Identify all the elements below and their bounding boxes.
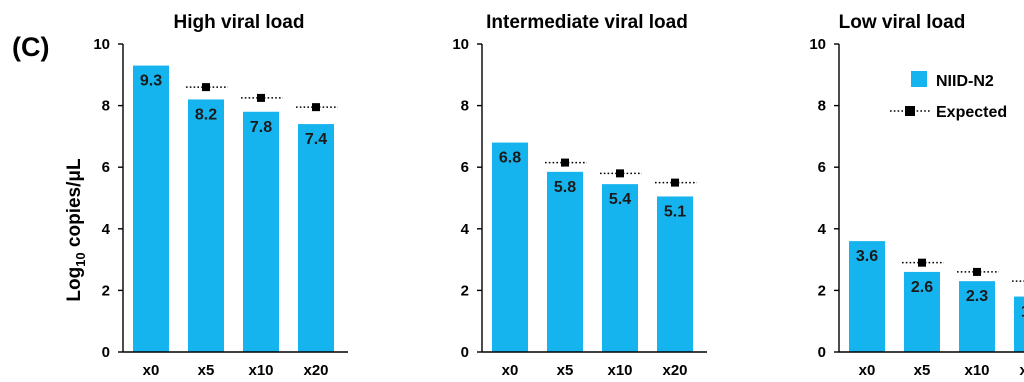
bar-data-label: 6.8 [499,150,521,167]
x-tick-label: x20 [1019,362,1024,379]
y-tick-label: 10 [93,36,110,53]
bar-data-label: 3.6 [856,248,878,265]
bar-x20 [657,196,693,352]
expected-marker [973,267,981,276]
y-tick-label: 6 [461,159,469,176]
legend-expected-marker [905,106,915,116]
x-tick-label: x20 [662,362,687,379]
y-tick-label: 0 [461,344,469,361]
expected-marker [257,93,265,102]
bar-data-label: 2.6 [911,279,933,296]
bar-data-label: 7.4 [305,131,327,148]
expected-marker [202,83,210,92]
x-tick-label: x5 [914,362,931,379]
legend-bar-swatch [911,71,927,87]
chart-title: Low viral load [839,12,966,33]
y-tick-label: 8 [818,98,826,115]
x-tick-label: x10 [607,362,632,379]
expected-marker [312,103,320,112]
y-tick-label: 10 [452,36,469,53]
bar-x10 [959,281,995,352]
chart-panel-2: Intermediate viral load 6.8 x0 5.8 x5 5.4 x10 5… [452,12,707,379]
legend: NIID-N2 Expected [890,71,1007,121]
y-tick-label: 4 [818,221,827,238]
y-tick-label: 2 [102,282,110,299]
bar-data-label: 9.3 [140,73,162,90]
legend-bar-label: NIID-N2 [936,73,994,90]
y-axis-label-main: Log [64,267,85,302]
bar-x0 [133,65,169,352]
y-axis-label: Log10 copies/μL [64,158,88,302]
x-tick-label: x10 [248,362,273,379]
expected-marker [918,258,926,267]
y-axis-label-subscript: 10 [73,252,88,266]
panel-label: (C) [12,32,49,62]
x-tick-label: x0 [143,362,160,379]
expected-marker [671,178,679,187]
expected-marker [616,169,624,178]
bar-x5 [188,99,224,352]
bar-data-label: 5.8 [554,179,576,196]
bar-x10 [602,184,638,352]
y-tick-label: 2 [818,282,826,299]
y-tick-label: 0 [102,344,110,361]
y-tick-label: 2 [461,282,469,299]
y-tick-label: 8 [102,98,110,115]
x-tick-label: x0 [859,362,876,379]
bar-data-label: 8.2 [195,106,217,123]
bar-data-label: 2.3 [966,288,988,305]
y-tick-label: 6 [818,159,826,176]
x-tick-label: x20 [303,362,328,379]
bar-x10 [243,111,279,352]
x-tick-label: x5 [557,362,574,379]
y-tick-label: 4 [461,221,470,238]
y-tick-label: 6 [102,159,110,176]
y-axis-label-rest: copies/μL [64,158,85,252]
x-tick-label: x10 [964,362,989,379]
y-tick-label: 8 [461,98,469,115]
chart-title: Intermediate viral load [486,12,688,33]
bar-x0 [849,241,885,352]
x-tick-label: x0 [502,362,519,379]
bar-x5 [547,171,583,352]
y-tick-label: 0 [818,344,826,361]
y-tick-label: 10 [809,36,826,53]
x-tick-label: x5 [198,362,215,379]
bar-x5 [904,271,940,352]
chart-panel-1: High viral load 9.3 x0 8.2 x5 7.8 x10 7.4 x20 0 2 4… [93,12,348,379]
bar-data-label: 5.1 [664,203,686,220]
bar-x0 [492,142,528,352]
bar-data-label: 7.8 [250,119,272,136]
chart-panel-3: Low viral load 3.6 x0 2.6 x5 2.3 x10 1.8 x20 0 2 4 6… [809,12,1024,379]
chart-title: High viral load [174,12,305,33]
expected-marker [561,158,569,167]
bar-data-label: 5.4 [609,191,631,208]
bar-data-label: 1.8 [1021,304,1024,321]
legend-expected-label: Expected [936,104,1007,121]
chart-panels: High viral load 9.3 x0 8.2 x5 7.8 x10 7.4 x20 0 2 4… [93,12,1024,379]
y-tick-label: 4 [102,221,111,238]
bar-x20 [298,124,334,352]
bar-x20 [1014,296,1024,352]
